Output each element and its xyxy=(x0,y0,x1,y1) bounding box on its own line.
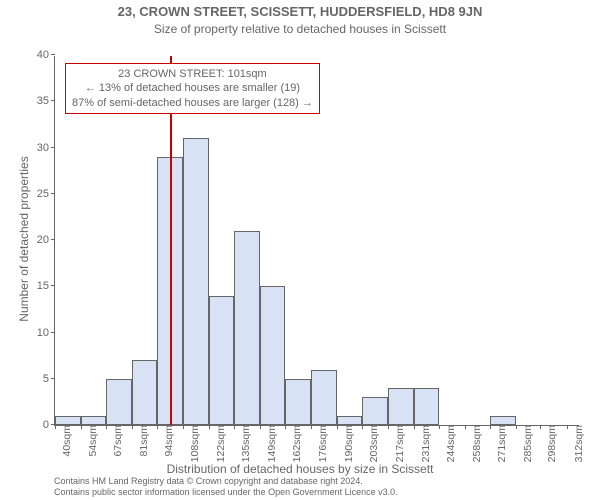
x-tick-label: 81sqm xyxy=(136,425,150,457)
x-tick-mark xyxy=(209,425,210,429)
y-tick-label: 0 xyxy=(43,419,55,431)
y-tick-mark xyxy=(51,285,55,286)
x-tick-label: 135sqm xyxy=(238,425,252,462)
x-axis-label: Distribution of detached houses by size … xyxy=(0,462,600,476)
histogram-bar xyxy=(81,416,105,425)
x-tick-mark xyxy=(439,425,440,429)
x-tick-label: 54sqm xyxy=(85,425,99,457)
histogram-bar xyxy=(311,370,337,426)
y-tick-mark xyxy=(51,193,55,194)
y-tick-mark xyxy=(51,147,55,148)
y-axis-label: Number of detached properties xyxy=(17,139,31,339)
y-tick-mark xyxy=(51,332,55,333)
chart-subtitle: Size of property relative to detached ho… xyxy=(0,22,600,36)
y-tick-label: 15 xyxy=(37,280,55,292)
x-tick-mark xyxy=(414,425,415,429)
x-tick-mark xyxy=(465,425,466,429)
histogram-bar xyxy=(388,388,414,425)
x-tick-label: 94sqm xyxy=(161,425,175,457)
y-tick-label: 20 xyxy=(37,234,55,246)
y-tick-mark xyxy=(51,378,55,379)
y-tick-label: 10 xyxy=(37,327,55,339)
y-tick-mark xyxy=(51,239,55,240)
x-tick-mark xyxy=(81,425,82,429)
histogram-bar xyxy=(260,286,284,425)
x-tick-label: 149sqm xyxy=(264,425,278,462)
histogram-bar xyxy=(414,388,438,425)
histogram-bar xyxy=(209,296,233,426)
y-tick-label: 40 xyxy=(37,49,55,61)
x-tick-mark xyxy=(55,425,56,429)
y-tick-mark xyxy=(51,54,55,55)
x-tick-mark xyxy=(157,425,158,429)
x-tick-label: 244sqm xyxy=(443,425,457,462)
x-tick-mark xyxy=(285,425,286,429)
credits: Contains HM Land Registry data © Crown c… xyxy=(54,476,398,498)
histogram-bar xyxy=(285,379,311,425)
chart-title: 23, CROWN STREET, SCISSETT, HUDDERSFIELD… xyxy=(0,4,600,19)
x-tick-label: 162sqm xyxy=(289,425,303,462)
annotation-line3: 87% of semi-detached houses are larger (… xyxy=(72,96,313,110)
x-tick-mark xyxy=(311,425,312,429)
y-tick-label: 30 xyxy=(37,142,55,154)
histogram-bar xyxy=(490,416,516,425)
x-tick-label: 108sqm xyxy=(187,425,201,462)
x-tick-label: 40sqm xyxy=(59,425,73,457)
y-tick-label: 25 xyxy=(37,188,55,200)
y-tick-label: 5 xyxy=(43,373,55,385)
y-tick-label: 35 xyxy=(37,95,55,107)
x-tick-label: 176sqm xyxy=(315,425,329,462)
histogram-bar xyxy=(337,416,361,425)
x-tick-mark xyxy=(388,425,389,429)
histogram-bar xyxy=(183,138,209,425)
credits-line1: Contains HM Land Registry data © Crown c… xyxy=(54,476,398,487)
x-tick-label: 122sqm xyxy=(213,425,227,462)
x-tick-label: 298sqm xyxy=(544,425,558,462)
x-tick-label: 203sqm xyxy=(366,425,380,462)
x-tick-label: 217sqm xyxy=(392,425,406,462)
x-tick-label: 312sqm xyxy=(571,425,585,462)
x-tick-label: 285sqm xyxy=(520,425,534,462)
y-tick-mark xyxy=(51,100,55,101)
histogram-bar xyxy=(55,416,81,425)
credits-line2: Contains public sector information licen… xyxy=(54,487,398,498)
chart-container: 23, CROWN STREET, SCISSETT, HUDDERSFIELD… xyxy=(0,0,600,500)
x-tick-mark xyxy=(362,425,363,429)
x-tick-mark xyxy=(567,425,568,429)
x-tick-mark xyxy=(337,425,338,429)
x-tick-label: 258sqm xyxy=(469,425,483,462)
x-tick-mark xyxy=(260,425,261,429)
x-tick-mark xyxy=(106,425,107,429)
x-tick-label: 67sqm xyxy=(110,425,124,457)
histogram-bar xyxy=(362,397,388,425)
x-tick-label: 231sqm xyxy=(418,425,432,462)
annotation-line1: 23 CROWN STREET: 101sqm xyxy=(72,67,313,81)
x-tick-mark xyxy=(490,425,491,429)
x-tick-mark xyxy=(516,425,517,429)
annotation-line2: ← 13% of detached houses are smaller (19… xyxy=(72,81,313,95)
histogram-bar xyxy=(234,231,260,425)
x-tick-mark xyxy=(183,425,184,429)
annotation-box: 23 CROWN STREET: 101sqm ← 13% of detache… xyxy=(65,63,320,114)
histogram-bar xyxy=(132,360,156,425)
x-tick-mark xyxy=(132,425,133,429)
histogram-bar xyxy=(106,379,132,425)
x-tick-label: 190sqm xyxy=(341,425,355,462)
x-tick-mark xyxy=(234,425,235,429)
x-tick-label: 271sqm xyxy=(494,425,508,462)
x-tick-mark xyxy=(540,425,541,429)
